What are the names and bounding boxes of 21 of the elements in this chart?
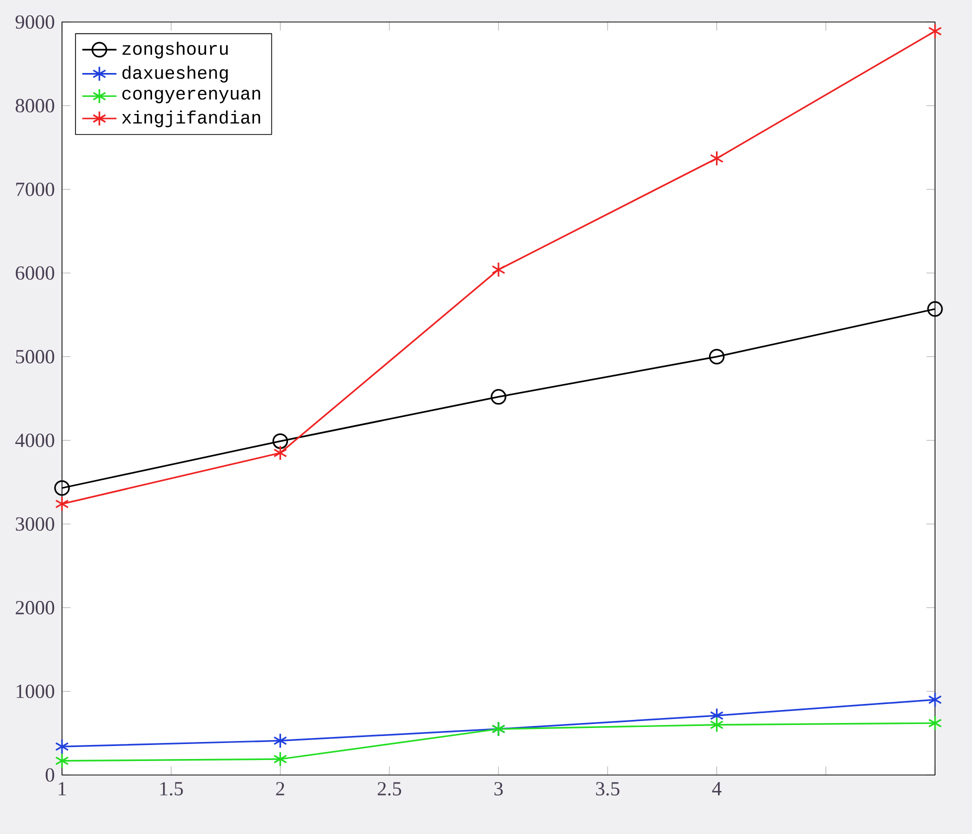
legend-label: congyerenyuan [122,90,260,104]
legend-label: xingjifandian [122,110,260,128]
y-tick-label: 3000 [16,517,54,531]
y-tick-label: 6000 [16,266,54,280]
x-tick-label: 3 [494,782,503,796]
y-tick-label: 7000 [16,182,54,196]
y-tick-label: 9000 [16,15,54,29]
y-tick-label: 1000 [16,684,54,698]
y-tick-label: 4000 [15,434,54,448]
y-tick-label: 5000 [16,350,54,364]
x-tick-label: 1.5 [160,782,183,796]
legend-label: daxuesheng [122,66,228,83]
x-tick-label: 2.5 [378,782,402,796]
x-tick-label: 4 [712,782,722,796]
y-tick-label: 8000 [16,98,54,112]
y-tick-label: 2000 [16,600,54,614]
x-tick-label: 2 [276,782,284,796]
legend-label: zongshouru [122,42,228,58]
x-tick-label: 1 [58,782,66,796]
x-tick-label: 3.5 [596,782,620,796]
y-tick-label: 0 [46,768,54,782]
